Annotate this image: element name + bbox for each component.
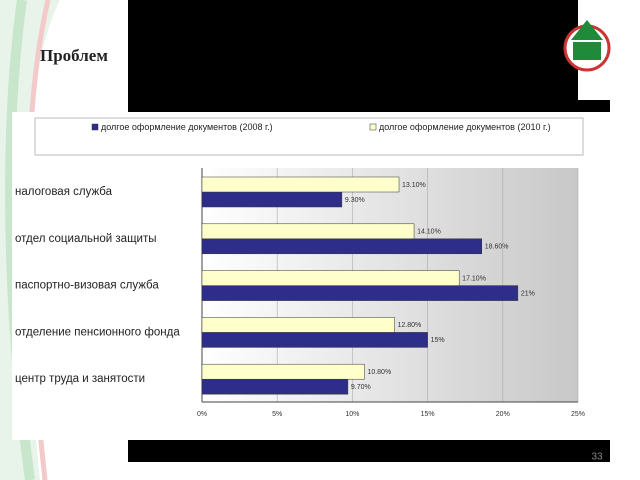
value-label: 14.10% <box>417 229 441 236</box>
bar <box>201 223 415 240</box>
value-label: 9.30% <box>345 197 365 204</box>
bar <box>201 238 482 255</box>
value-label: 21% <box>521 290 535 297</box>
y-tick-label: центр труда и занятости <box>15 373 145 385</box>
x-tick-label: 15% <box>421 411 435 418</box>
value-label: 13.10% <box>402 182 426 189</box>
y-tick-label: налоговая служба <box>15 186 113 198</box>
y-tick-label: отдел социальной защиты <box>15 233 157 245</box>
title: Проблем <box>40 46 108 65</box>
x-tick-label: 5% <box>272 411 282 418</box>
legend-box <box>34 117 584 156</box>
x-tick-label: 20% <box>496 411 510 418</box>
y-tick-label: отделение пенсионного фонда <box>15 326 180 338</box>
bar <box>201 285 519 301</box>
bar <box>201 378 349 395</box>
logo <box>563 20 611 72</box>
legend-swatch <box>91 123 99 131</box>
bar <box>201 317 395 333</box>
x-tick-label: 25% <box>571 411 585 418</box>
page-number: 33 <box>591 452 603 463</box>
bar <box>201 191 343 208</box>
legend-label: долгое оформление документов (2008 г.) <box>101 122 273 132</box>
legend-label: долгое оформление документов (2010 г.) <box>379 122 551 132</box>
x-tick-label: 0% <box>197 411 207 418</box>
mask <box>128 0 578 112</box>
value-label: 18.60% <box>485 244 509 251</box>
x-tick-label: 10% <box>345 411 359 418</box>
bar <box>201 363 365 380</box>
value-label: 15% <box>431 337 445 344</box>
y-tick-label: паспортно-визовая служба <box>15 280 159 292</box>
bar <box>201 270 460 286</box>
value-label: 12.80% <box>398 322 422 329</box>
value-label: 10.80% <box>367 369 391 376</box>
legend-swatch <box>369 123 377 131</box>
value-label: 17.10% <box>462 275 486 282</box>
bar <box>201 332 428 348</box>
value-label: 9.70% <box>351 384 371 391</box>
bar <box>201 176 400 193</box>
